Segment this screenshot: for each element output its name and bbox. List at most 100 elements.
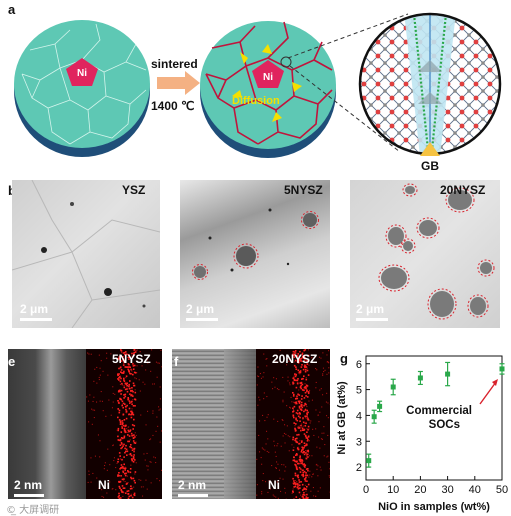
eds-signal-pixel	[293, 375, 295, 377]
panel-e-label: e	[8, 354, 16, 369]
eds-signal-pixel	[130, 416, 133, 419]
eds-signal-pixel	[127, 497, 130, 499]
eds-signal-pixel	[119, 438, 122, 441]
eds-signal-pixel	[112, 401, 114, 403]
eds-signal-pixel	[294, 485, 297, 488]
eds-signal-pixel	[293, 351, 296, 353]
eds-signal-pixel	[306, 406, 308, 408]
eds-signal-pixel	[281, 419, 283, 421]
eds-signal-pixel	[293, 459, 296, 461]
ni-particle	[66, 58, 98, 86]
eds-signal-pixel	[259, 399, 261, 401]
eds-signal-pixel	[324, 369, 326, 371]
eds-signal-pixel	[97, 434, 99, 436]
eds-signal-pixel	[301, 469, 304, 472]
eds-signal-pixel	[257, 404, 259, 406]
eds-signal-pixel	[93, 380, 95, 382]
eds-signal-pixel	[113, 457, 115, 459]
eds-signal-pixel	[123, 480, 125, 482]
eds-signal-pixel	[272, 494, 274, 496]
eds-signal-pixel	[306, 485, 308, 488]
eds-signal-pixel	[297, 485, 299, 487]
eds-signal-pixel	[305, 474, 307, 476]
eds-signal-pixel	[303, 397, 306, 399]
eds-signal-pixel	[126, 382, 128, 385]
scale-bar-d	[356, 318, 388, 321]
eds-signal-pixel	[297, 378, 299, 380]
eds-signal-pixel	[139, 390, 141, 392]
eds-signal-pixel	[87, 400, 89, 402]
eds-signal-pixel	[306, 418, 308, 420]
eds-signal-pixel	[130, 444, 132, 446]
eds-signal-pixel	[303, 404, 305, 407]
eds-signal-pixel	[130, 458, 133, 460]
eds-signal-pixel	[301, 361, 303, 363]
eds-signal-pixel	[94, 455, 96, 457]
eds-signal-pixel	[294, 361, 296, 363]
eds-signal-pixel	[308, 428, 310, 430]
eds-signal-pixel	[276, 481, 278, 483]
eds-signal-pixel	[126, 386, 128, 388]
eds-signal-pixel	[298, 481, 301, 483]
eds-signal-pixel	[121, 420, 124, 422]
eds-signal-pixel	[119, 375, 121, 377]
eds-signal-pixel	[124, 426, 126, 428]
eds-signal-pixel	[132, 457, 135, 460]
eds-signal-pixel	[128, 358, 130, 360]
eds-signal-pixel	[125, 450, 127, 453]
eds-signal-pixel	[294, 482, 296, 485]
eds-signal-pixel	[127, 368, 129, 371]
eds-signal-pixel	[296, 360, 299, 363]
eds-signal-pixel	[301, 462, 303, 464]
eds-signal-pixel	[144, 383, 146, 385]
y-tick-label: 6	[356, 359, 362, 371]
eds-signal-pixel	[117, 429, 119, 432]
eds-signal-pixel	[304, 349, 307, 351]
eds-signal-pixel	[122, 471, 125, 474]
eds-signal-pixel	[121, 427, 123, 429]
eds-signal-pixel	[130, 373, 132, 375]
eds-signal-pixel	[142, 495, 144, 497]
panel-g-label: g	[340, 351, 348, 366]
eds-signal-pixel	[110, 353, 112, 355]
eds-signal-pixel	[327, 361, 329, 363]
panel-a-label: a	[8, 2, 16, 17]
eds-signal-pixel	[266, 396, 268, 398]
eds-signal-pixel	[128, 356, 130, 359]
eds-signal-pixel	[294, 472, 297, 475]
eds-signal-pixel	[297, 446, 299, 448]
eds-signal-pixel	[160, 349, 162, 351]
eds-signal-pixel	[140, 486, 142, 488]
eds-signal-pixel	[133, 486, 135, 488]
eds-signal-pixel	[300, 429, 302, 432]
eds-signal-pixel	[273, 495, 275, 497]
eds-signal-pixel	[303, 470, 306, 473]
eds-signal-pixel	[115, 489, 117, 491]
scale-text-c: 2 μm	[186, 302, 215, 316]
eds-signal-pixel	[131, 400, 133, 403]
eds-signal-pixel	[277, 420, 279, 422]
eds-signal-pixel	[129, 446, 131, 448]
sample-label-f: 20NYSZ	[272, 352, 318, 366]
eds-signal-pixel	[297, 447, 299, 449]
eds-signal-pixel	[323, 432, 325, 434]
eds-signal-pixel	[274, 386, 276, 388]
eds-signal-pixel	[318, 356, 320, 358]
eds-signal-pixel	[134, 494, 136, 496]
eds-signal-pixel	[307, 483, 310, 486]
eds-signal-pixel	[123, 377, 125, 380]
eds-signal-pixel	[107, 448, 109, 450]
eds-signal-pixel	[306, 428, 308, 430]
eds-signal-pixel	[121, 478, 124, 481]
eds-signal-pixel	[265, 358, 267, 360]
eds-signal-pixel	[302, 451, 304, 454]
eds-signal-pixel	[292, 459, 295, 462]
eds-signal-pixel	[122, 491, 124, 494]
eds-signal-pixel	[296, 483, 298, 485]
eds-signal-pixel	[106, 492, 108, 494]
eds-signal-pixel	[119, 487, 121, 489]
eds-signal-pixel	[306, 412, 308, 415]
eds-signal-pixel	[295, 417, 297, 420]
eds-signal-pixel	[319, 487, 321, 489]
eds-signal-pixel	[134, 389, 136, 391]
